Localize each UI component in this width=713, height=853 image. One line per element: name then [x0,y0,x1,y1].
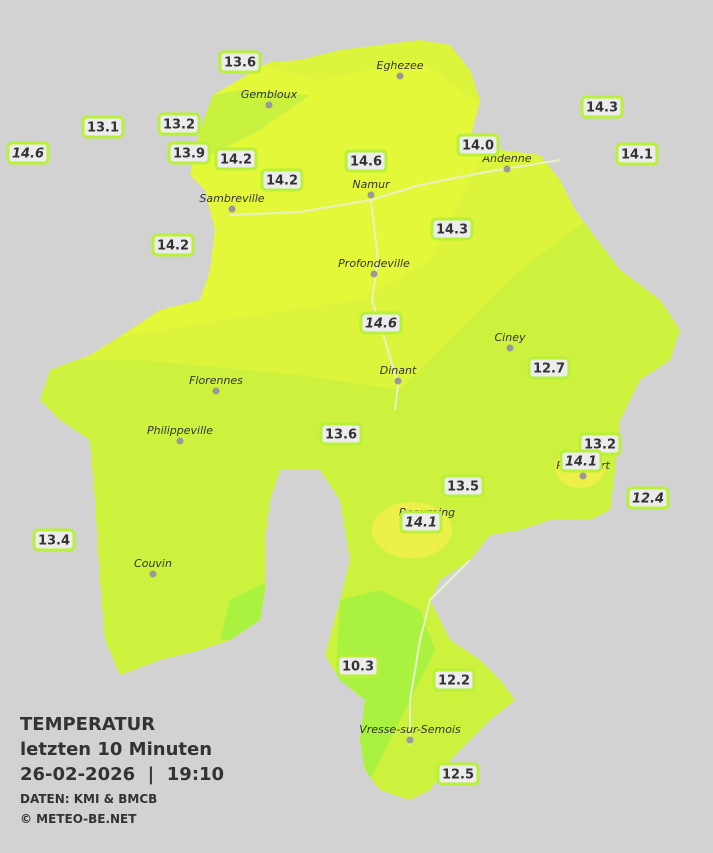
station-value: 14.6 [12,147,44,162]
station-box [336,654,380,678]
station-value: 14.1 [565,455,597,470]
station-value: 13.4 [38,534,70,549]
town-dot [406,736,414,744]
town-dot [394,377,402,385]
station-value: 12.4 [632,492,664,507]
town-dot [176,437,184,445]
station-box [260,168,304,192]
station-value: 12.2 [438,674,470,689]
town-dot [396,72,404,80]
legend-subtitle: letzten 10 Minuten [20,739,212,760]
town-dot [367,191,375,199]
town-label: Sambreville [199,192,264,205]
station-value: 13.2 [163,118,195,133]
station-box [436,762,480,786]
station-box [626,486,670,510]
station-box [615,142,659,166]
town-label: Philippeville [147,424,213,437]
town-label: Gembloux [241,88,298,101]
station-box [157,112,201,136]
station-box [319,422,363,446]
station-value: 13.5 [447,480,479,495]
station-value: 14.1 [621,148,653,163]
town-dot [265,101,273,109]
station-value: 14.6 [365,317,397,332]
station-value: 14.2 [220,153,252,168]
town-label: Eghezee [377,59,424,72]
station-value: 12.7 [533,362,565,377]
station-value: 14.3 [586,101,618,116]
town-dot [228,205,236,213]
station-box [430,217,474,241]
station-box [432,668,476,692]
station-value: 12.5 [442,768,474,783]
station-box [218,50,262,74]
station-value: 13.6 [224,56,256,71]
station-box [456,133,500,157]
station-value: 14.2 [266,174,298,189]
town-dot [503,165,511,173]
legend-credit: © METEO-BE.NET [20,812,137,826]
station-value: 14.1 [405,516,437,531]
station-value: 13.6 [325,428,357,443]
station-box [580,95,624,119]
temp-zone [190,90,310,160]
town-label: Vresse-sur-Semois [359,723,461,736]
station-value: 13.9 [173,147,205,162]
town-label: Profondeville [338,257,410,270]
station-box [399,510,443,534]
station-box [359,311,403,335]
town-label: Couvin [134,557,172,570]
town-label: Dinant [380,364,417,377]
station-value: 14.6 [350,155,382,170]
town-label: Namur [352,178,391,191]
legend-title: TEMPERATUR [20,714,155,735]
station-box [441,474,485,498]
legend-source: DATEN: KMI & BMCB [20,792,157,806]
station-box [151,233,195,257]
town-dot [212,387,220,395]
station-value: 14.3 [436,223,468,238]
station-box [344,149,388,173]
station-box [527,356,571,380]
station-value: 10.3 [342,660,374,675]
station-value: 14.0 [462,139,494,154]
station-box [81,115,125,139]
legend-timestamp: 26-02-2026 | 19:10 [20,764,224,785]
town-label: Florennes [189,374,243,387]
town-dot [506,344,514,352]
station-value: 13.2 [584,438,616,453]
station-value: 13.1 [87,121,119,136]
town-label: Ciney [495,331,526,344]
town-dot [149,570,157,578]
station-value: 14.2 [157,239,189,254]
town-dot [370,270,378,278]
station-box [559,449,603,473]
station-box [32,528,76,552]
station-box [167,141,211,165]
town-dot [579,472,587,480]
station-box [6,141,50,165]
station-box [214,147,258,171]
